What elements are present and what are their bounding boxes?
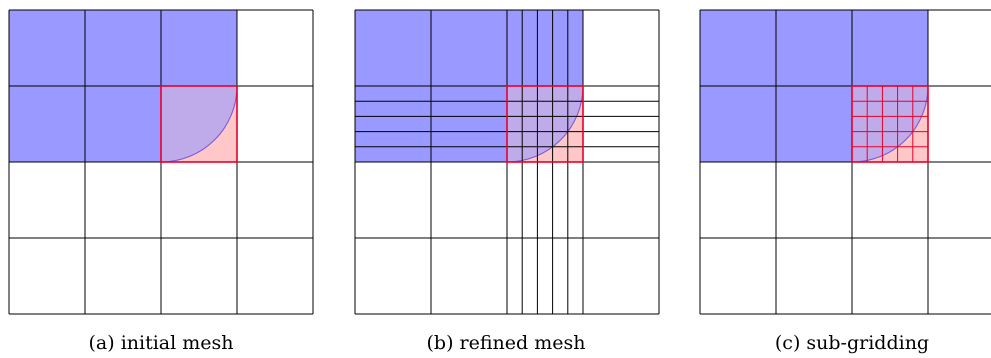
fluid-cell [85,10,161,86]
fluid-cell [700,86,776,162]
fluid-cell [9,86,85,162]
fluid-cell [776,86,852,162]
interface-cell-outline [506,85,584,163]
panel-initial-mesh [8,9,314,315]
caption-initial-mesh: (a) initial mesh [88,332,234,354]
fluid-cell [700,10,776,86]
interface-curve [160,85,238,163]
fluid-cell [852,10,928,86]
fluid-cell [355,86,431,162]
fluid-cell [507,10,583,86]
caption-refined-mesh: (b) refined mesh [426,332,586,354]
caption-sub-gridding: (c) sub-gridding [774,332,930,354]
interface-cell-outline [160,85,238,163]
fluid-cell [161,10,237,86]
interface-quarter-disk [852,86,928,162]
panel-refined-mesh [354,9,660,315]
interface-cell-outline [851,85,929,163]
interface-quarter-disk [507,86,583,162]
fluid-cell [431,10,507,86]
panel-sub-gridding [699,9,991,315]
fluid-cell [776,10,852,86]
fluid-cell [431,86,507,162]
fluid-cell [85,86,161,162]
fluid-cell [9,10,85,86]
interface-quarter-disk [161,86,237,162]
fluid-cell [355,10,431,86]
